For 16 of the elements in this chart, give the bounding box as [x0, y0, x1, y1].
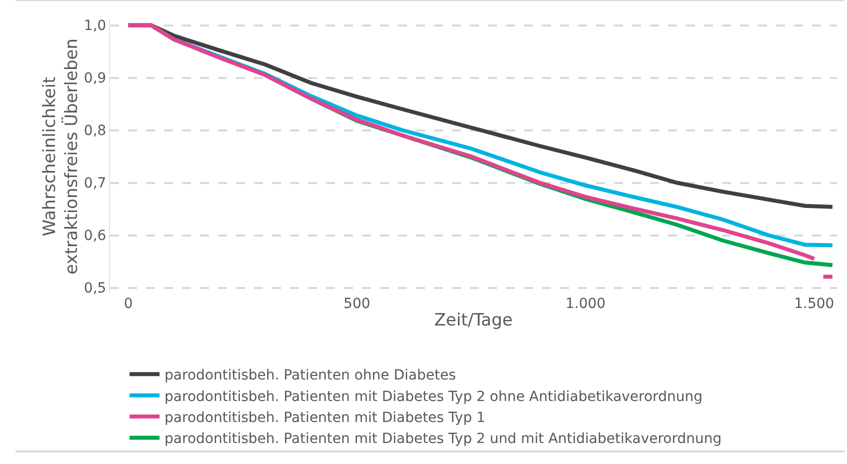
- y-tick-label: 0,9: [84, 70, 106, 87]
- legend-label: parodontitisbeh. Patienten mit Diabetes Typ 2 ohne Antidiabetikaverordnung: [164, 388, 702, 405]
- x-tick-label: 1.000: [565, 296, 606, 312]
- y-axis-title: Wahrscheinlichkeit extraktionsfreies Überleben: [40, 38, 82, 274]
- x-tick-label: 0: [124, 296, 133, 312]
- x-tick-label: 500: [344, 296, 370, 312]
- x-axis-title: Zeit/Tage: [434, 310, 513, 330]
- y-tick-label: 0,7: [84, 176, 106, 192]
- y-tick-label: 1,0: [84, 18, 106, 34]
- legend-label: parodontitisbeh. Patienten ohne Diabetes: [164, 368, 456, 384]
- legend-label: parodontitisbeh. Patienten mit Diabetes Typ 1: [164, 410, 486, 426]
- y-tick-label: 0,8: [84, 123, 106, 140]
- y-tick-label: 0,5: [84, 280, 106, 297]
- y-tick-label: 0,6: [84, 228, 106, 244]
- legend-label: parodontitisbeh. Patienten mit Diabetes Typ 2 und mit Antidiabetikaverordnung: [164, 431, 722, 448]
- x-tick-label: 1.500: [794, 296, 834, 312]
